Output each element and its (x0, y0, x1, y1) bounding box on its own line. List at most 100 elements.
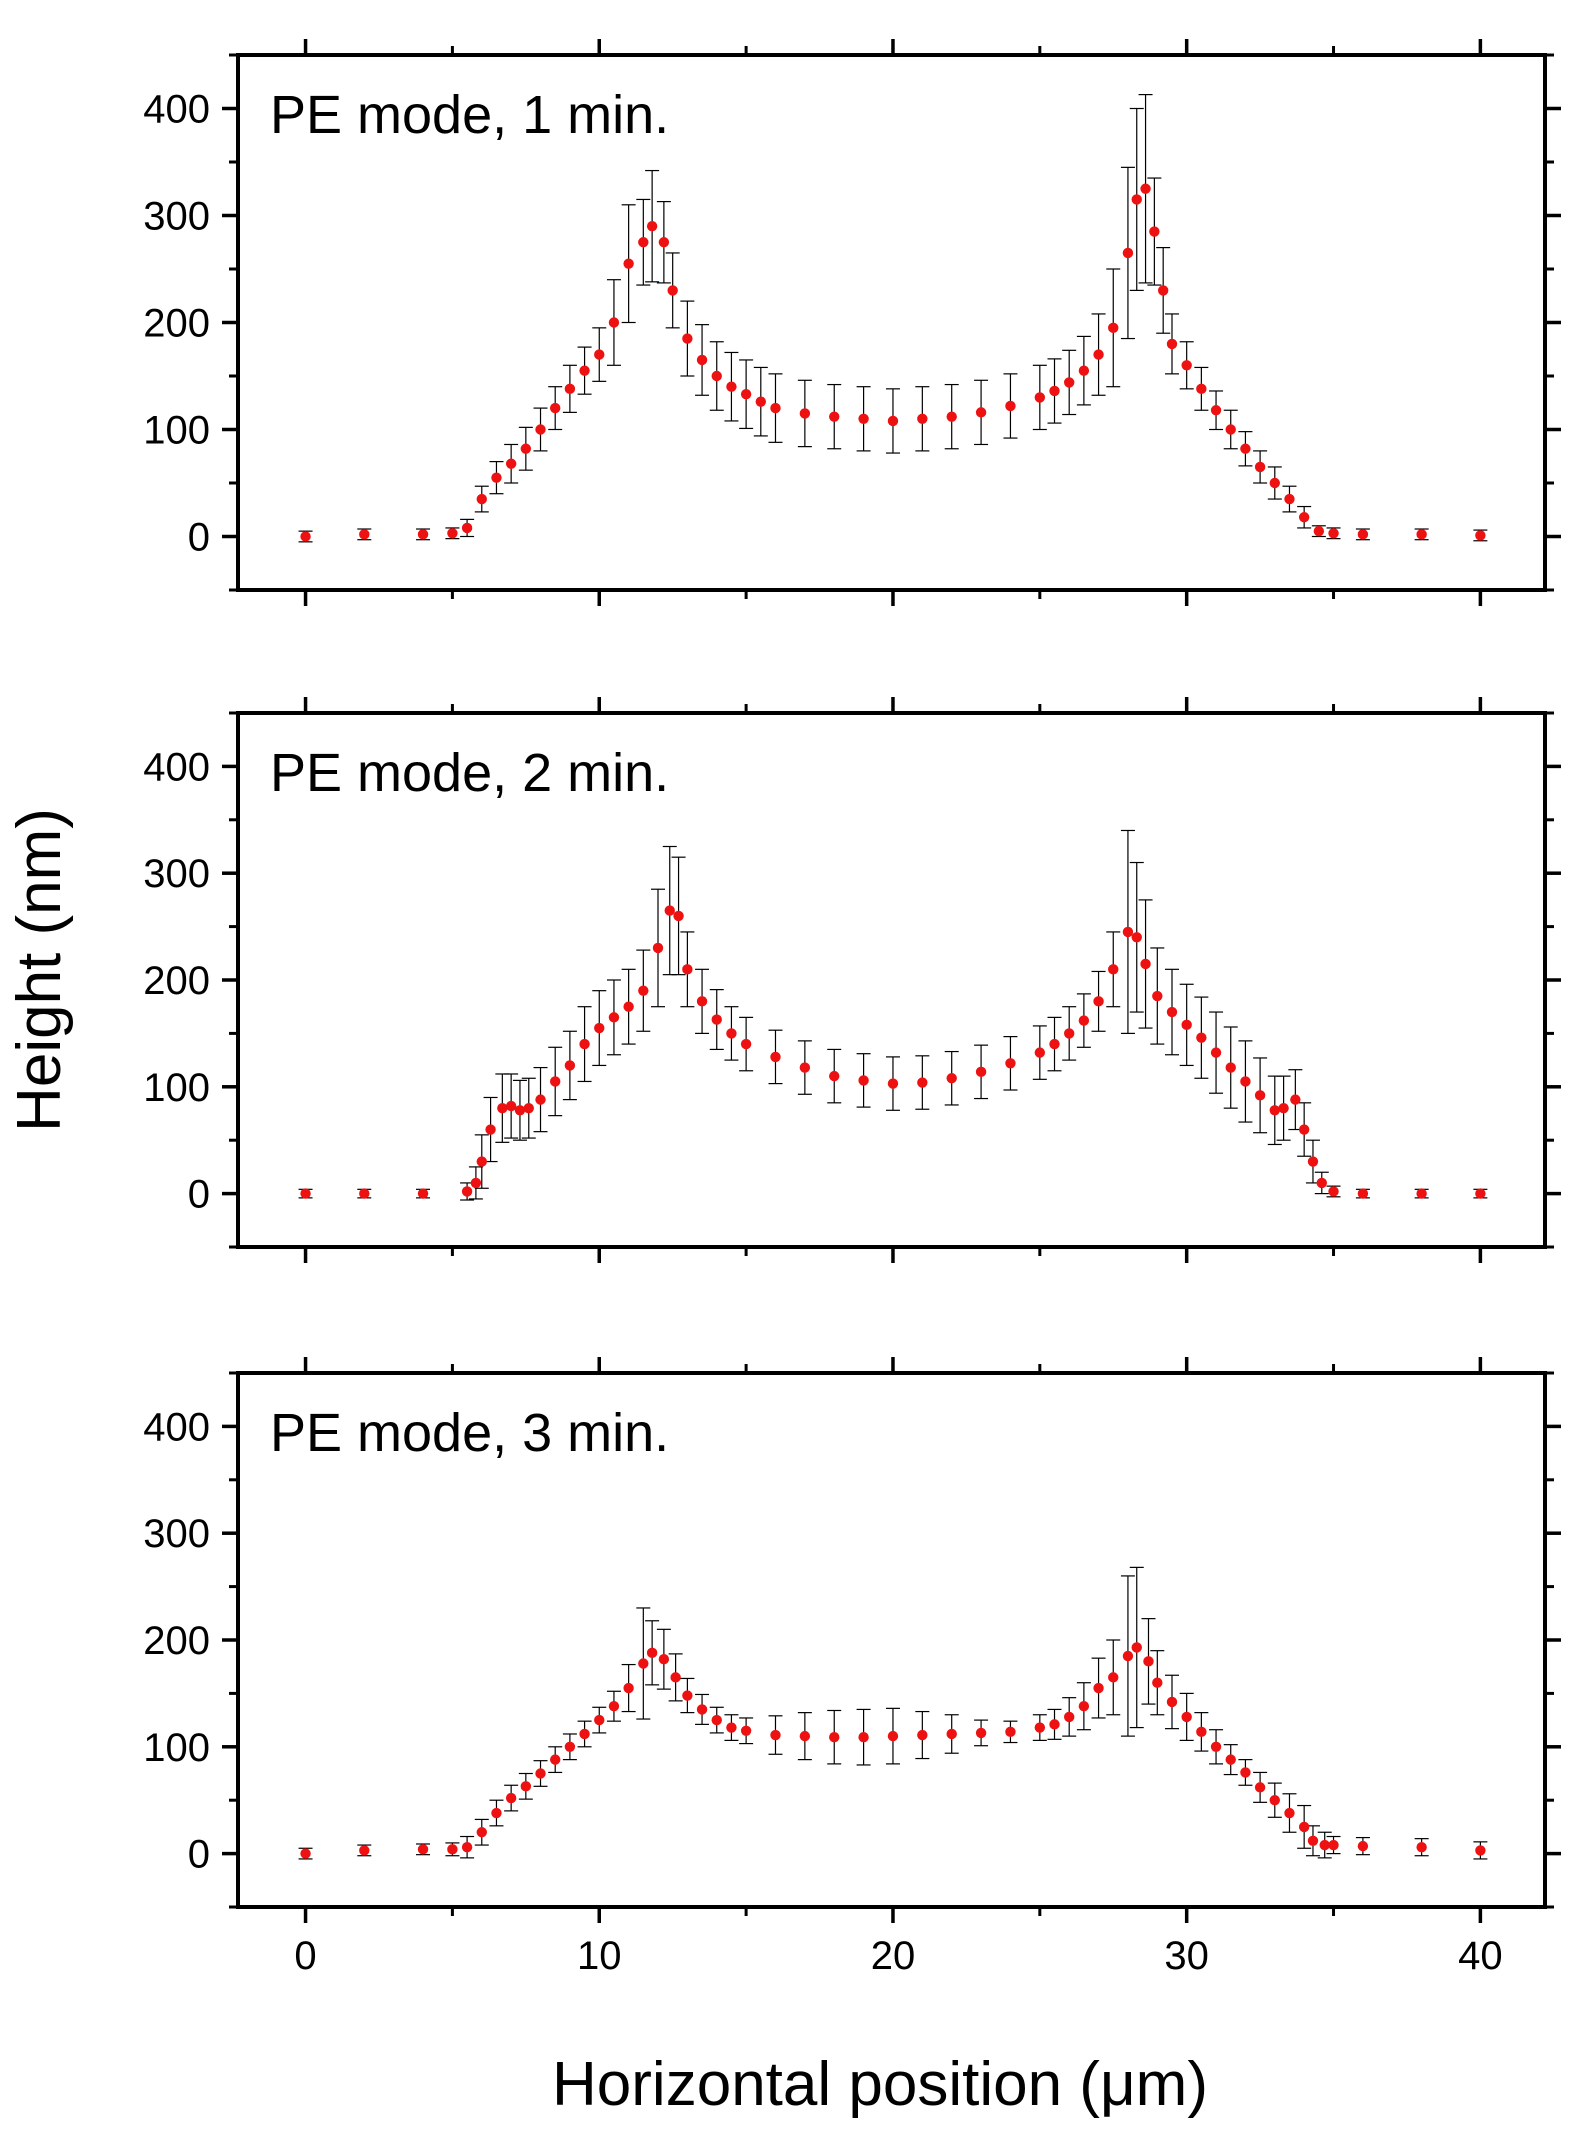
data-point (770, 1051, 781, 1063)
data-point (497, 1102, 508, 1114)
data-point (447, 528, 458, 539)
data-point (491, 472, 502, 483)
data-point (608, 1012, 620, 1023)
data-point (1357, 1188, 1369, 1199)
data-point (1049, 1038, 1060, 1050)
x-axis-title: Horizontal position (μm) (552, 2050, 1208, 2119)
data-point (491, 1807, 502, 1819)
data-point (359, 529, 370, 540)
data-point (1063, 1711, 1075, 1723)
data-point (550, 1076, 561, 1087)
x-tick-label: 0 (294, 1934, 316, 1978)
data-point (696, 1704, 708, 1715)
data-point (535, 424, 546, 435)
y-tick-label: 200 (143, 959, 210, 1003)
data-point (1416, 1841, 1427, 1853)
data-point (1166, 1696, 1178, 1708)
data-point (1298, 512, 1310, 523)
y-tick-label: 400 (143, 88, 210, 132)
panel-label: PE mode, 2 min. (270, 743, 669, 803)
y-tick-label: 300 (143, 195, 210, 239)
data-point (682, 1690, 693, 1701)
data-point (505, 1100, 517, 1112)
data-point (1278, 1102, 1289, 1114)
data-point (461, 522, 473, 534)
data-point (638, 1658, 649, 1669)
data-point (1357, 1840, 1369, 1852)
series (298, 93, 1488, 543)
data-point (1316, 1177, 1327, 1189)
data-point (711, 1714, 722, 1726)
data-point (359, 1188, 370, 1199)
data-point (1093, 1682, 1104, 1694)
data-point (799, 1062, 811, 1073)
data-point (673, 910, 684, 922)
data-point (726, 1722, 737, 1733)
data-point (829, 411, 840, 422)
data-point (447, 1844, 458, 1855)
data-point (623, 258, 634, 269)
data-point (770, 402, 781, 414)
data-point (550, 402, 561, 414)
data-point (1307, 1835, 1319, 1846)
data-point (1196, 1726, 1207, 1738)
data-point (646, 221, 658, 232)
data-point (470, 1177, 482, 1189)
data-point (1181, 360, 1192, 371)
data-point (1475, 1188, 1486, 1199)
data-point (658, 1654, 670, 1665)
data-point (1357, 529, 1369, 540)
data-point (520, 1781, 532, 1792)
data-point (564, 383, 576, 395)
data-point (1140, 958, 1151, 970)
data-point (664, 905, 675, 916)
y-tick-label: 300 (143, 1512, 210, 1556)
data-point (829, 1070, 840, 1082)
data-point (1143, 1656, 1154, 1667)
data-point (564, 1741, 576, 1753)
data-point (1240, 443, 1251, 454)
data-point (1319, 1839, 1330, 1851)
data-point (755, 396, 766, 407)
data-point (946, 411, 957, 422)
data-point (670, 1672, 681, 1683)
data-point (1240, 1767, 1251, 1778)
data-point (476, 493, 487, 505)
x-tick-label: 30 (1164, 1934, 1209, 1978)
data-point (417, 1188, 429, 1199)
data-point (658, 237, 670, 248)
panel-label: PE mode, 3 min. (270, 1403, 669, 1463)
data-point (726, 381, 737, 392)
data-point (1225, 424, 1236, 435)
data-point (300, 1188, 311, 1199)
y-tick-label: 400 (143, 745, 210, 789)
data-point (858, 1731, 869, 1743)
data-point (1093, 996, 1104, 1007)
data-point (946, 1073, 957, 1084)
data-point (523, 1102, 534, 1114)
data-point (1196, 383, 1207, 395)
data-point (770, 1729, 781, 1741)
panel-label: PE mode, 1 min. (270, 85, 669, 145)
data-point (1005, 1058, 1016, 1069)
data-point (550, 1754, 561, 1765)
data-point (740, 388, 752, 400)
data-point (1140, 183, 1151, 194)
data-point (1166, 1006, 1178, 1018)
data-point (696, 996, 708, 1007)
data-point (799, 408, 811, 419)
data-point (1152, 1677, 1163, 1688)
data-point (682, 333, 693, 344)
data-point (1210, 1047, 1222, 1058)
data-point (917, 1077, 928, 1088)
data-point (1313, 525, 1325, 537)
data-point (638, 237, 649, 248)
x-tick-label: 40 (1458, 1934, 1503, 1978)
data-point (1269, 477, 1280, 489)
y-tick-label: 0 (188, 1173, 210, 1217)
data-point (1298, 1821, 1310, 1833)
data-point (682, 964, 693, 975)
data-point (579, 365, 590, 376)
data-point (1196, 1032, 1207, 1043)
y-tick-label: 200 (143, 1619, 210, 1663)
